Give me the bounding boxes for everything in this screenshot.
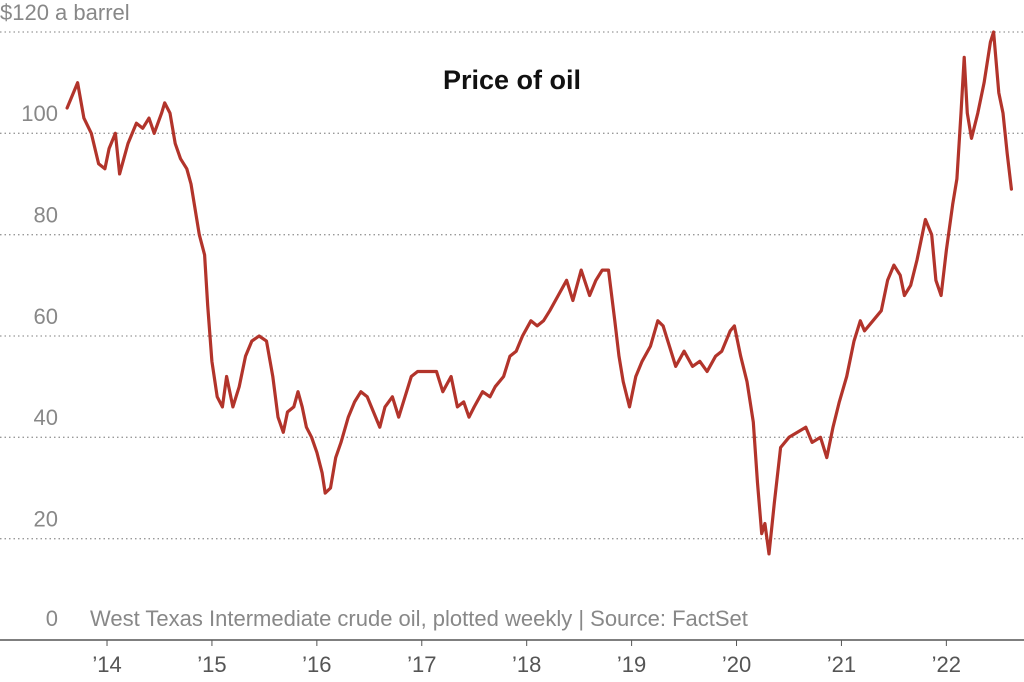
- chart-title: Price of oil: [443, 65, 581, 95]
- x-tick-label: ’18: [512, 652, 541, 677]
- y-tick-label: 100: [21, 101, 58, 126]
- x-tick-label: ’17: [407, 652, 436, 677]
- x-tick-label: ’16: [302, 652, 331, 677]
- x-tick-label: ’19: [617, 652, 646, 677]
- y-tick-label: 20: [34, 506, 58, 531]
- y-tick-label: $120 a barrel: [0, 0, 130, 25]
- y-tick-label: 60: [34, 304, 58, 329]
- y-tick-label: 80: [34, 202, 58, 227]
- x-tick-label: ’21: [827, 652, 856, 677]
- source-note: West Texas Intermediate crude oil, plott…: [90, 606, 748, 631]
- x-tick-label: ’15: [197, 652, 226, 677]
- x-tick-label: ’20: [722, 652, 751, 677]
- y-tick-label: 0: [46, 606, 58, 631]
- price-line: [65, 30, 1013, 556]
- x-tick-label: ’22: [932, 652, 961, 677]
- y-tick-label: 40: [34, 405, 58, 430]
- x-tick-label: ’14: [92, 652, 121, 677]
